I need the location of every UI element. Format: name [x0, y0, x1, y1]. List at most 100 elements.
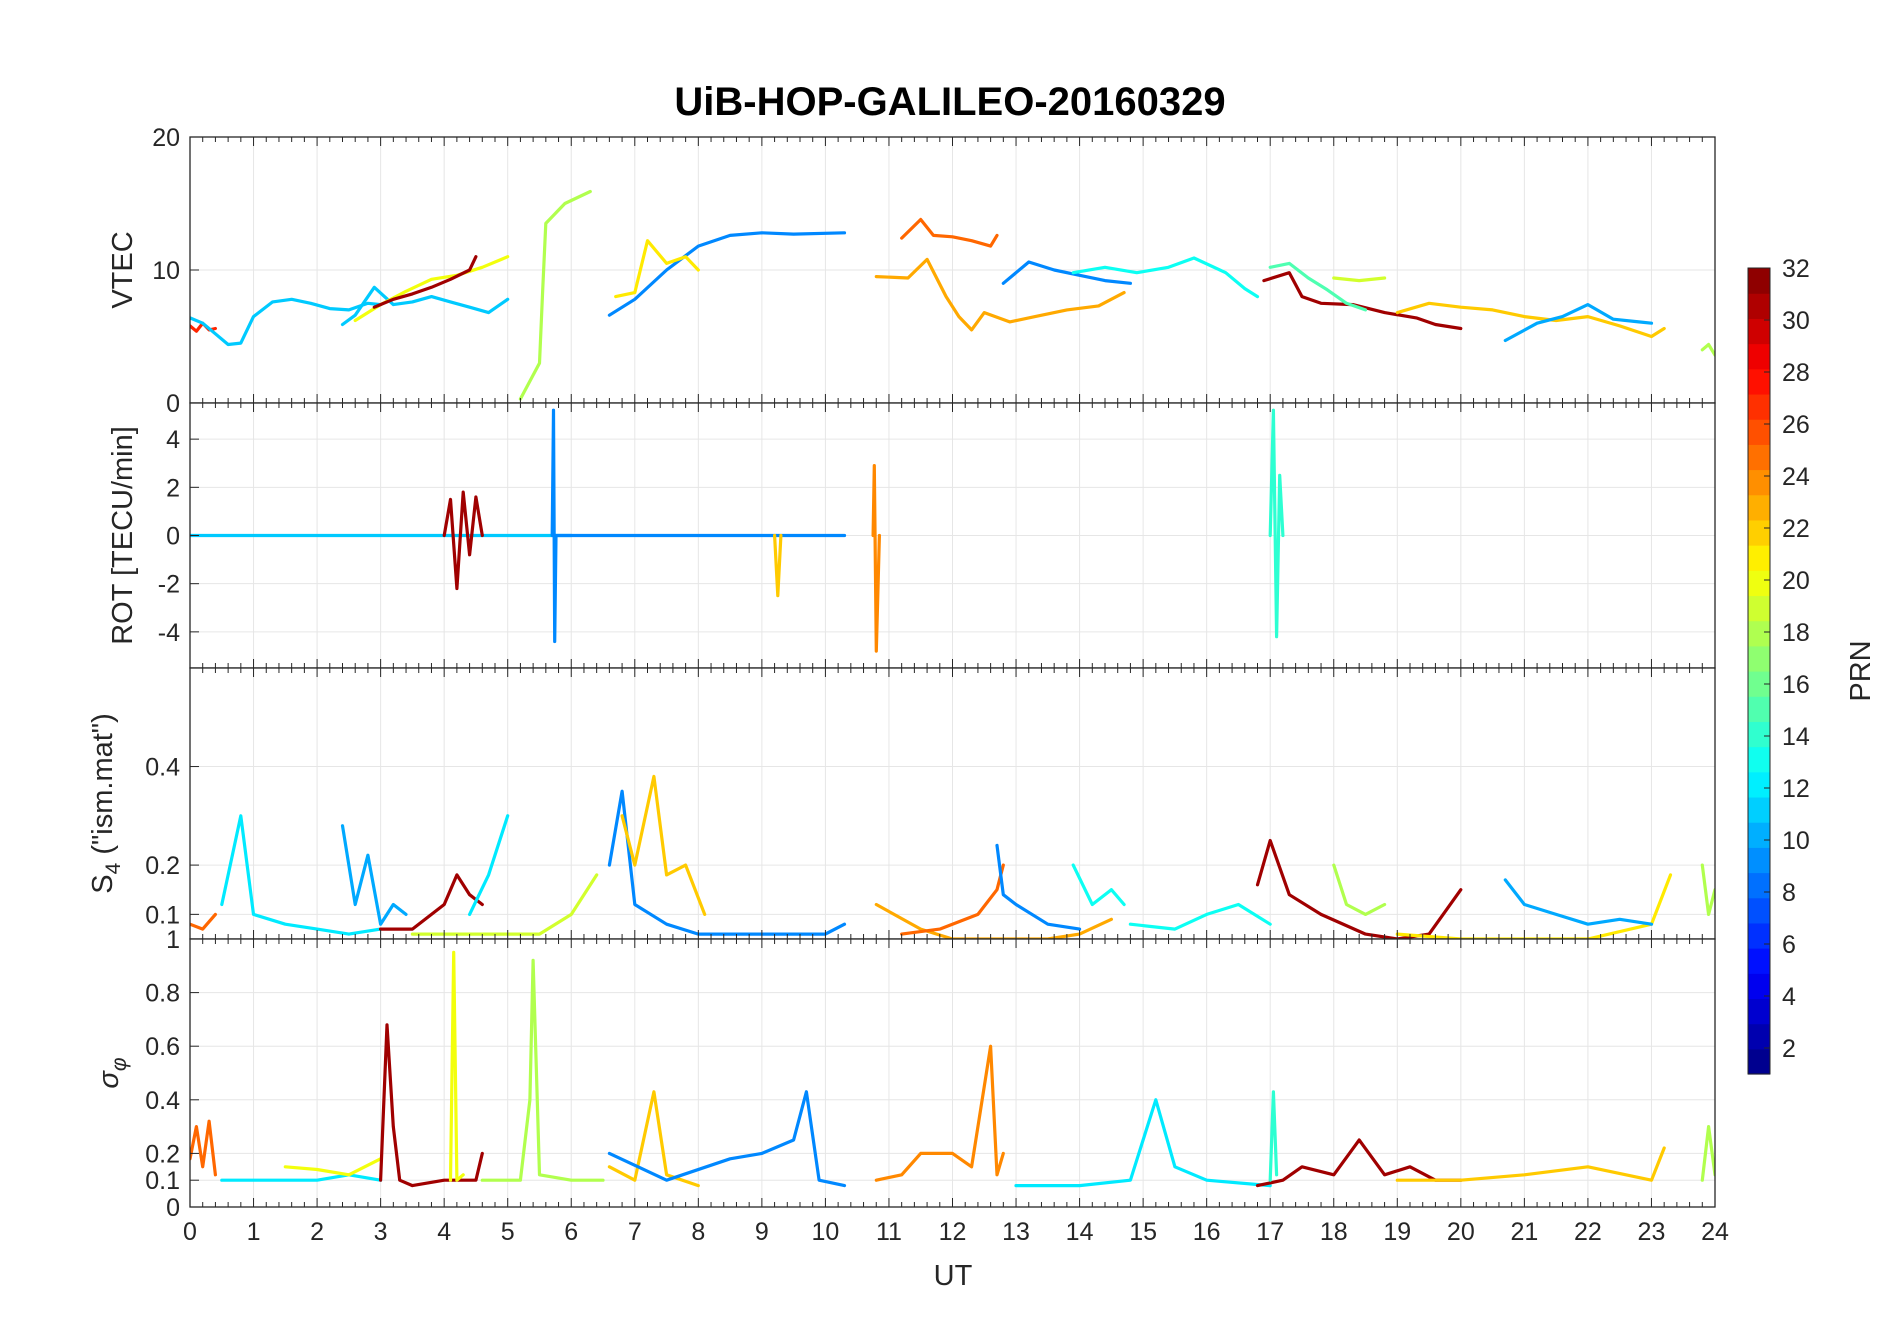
x-tick-label: 2: [310, 1218, 324, 1246]
colorbar-step: [1748, 1023, 1770, 1050]
series-line-prn-21: [1395, 873, 1673, 939]
colorbar-tick-label: 6: [1782, 931, 1796, 959]
colorbar-tick-label: 18: [1782, 619, 1810, 647]
y-tick-label: 4: [166, 426, 180, 454]
x-tick-label: 14: [1066, 1218, 1094, 1246]
series-line-prn-24: [871, 464, 882, 653]
x-tick-label: 0: [183, 1218, 197, 1246]
series-line-prn-20: [448, 950, 465, 1182]
series-group: [190, 189, 1715, 401]
colorbar-step: [1748, 897, 1770, 924]
series-line-prn-12: [468, 814, 510, 917]
x-tick-label: 16: [1193, 1218, 1221, 1246]
colorbar-step: [1748, 721, 1770, 748]
y-tick-label: -4: [158, 619, 180, 647]
colorbar-step: [1748, 620, 1770, 647]
colorbar-step: [1748, 519, 1770, 546]
colorbar-tick-label: 10: [1782, 827, 1810, 855]
y-axis-label: S4 ("ism.mat"): [87, 713, 125, 894]
colorbar-tick-label: 8: [1782, 879, 1796, 907]
x-tick-label: 24: [1701, 1218, 1729, 1246]
series-line-prn-11: [190, 297, 383, 347]
colorbar-frame: [1747, 267, 1771, 1075]
colorbar-label: PRN: [1845, 640, 1877, 701]
y-tick-label: 0.4: [145, 1087, 180, 1115]
x-tick-label: 3: [374, 1218, 388, 1246]
series-line-prn-21: [614, 239, 700, 299]
x-tick-label: 10: [812, 1218, 840, 1246]
series-line-prn-22: [1395, 1146, 1666, 1182]
colorbar-step: [1748, 1048, 1770, 1075]
y-tick-label: 0: [166, 390, 180, 418]
colorbar-step: [1748, 746, 1770, 773]
series-line-prn-9: [607, 789, 847, 936]
x-tick-label: 1: [247, 1218, 261, 1246]
colorbar-step: [1748, 318, 1770, 345]
y-tick-label: -2: [158, 571, 180, 599]
colorbar-step: [1748, 696, 1770, 722]
x-tick-label: 21: [1510, 1218, 1538, 1246]
colorbar-step: [1748, 368, 1770, 395]
series-line-prn-31: [372, 255, 478, 309]
colorbar-step: [1748, 570, 1770, 597]
colorbar-tick-label: 16: [1782, 671, 1810, 699]
chart-title: UiB-HOP-GALILEO-20160329: [674, 80, 1225, 124]
series-line-prn-18: [1332, 863, 1387, 917]
y-tick-label: 0: [166, 523, 180, 551]
x-tick-label: 23: [1638, 1218, 1666, 1246]
colorbar-step: [1748, 595, 1770, 622]
series-line-prn-18: [1700, 863, 1715, 917]
x-tick-label: 7: [628, 1218, 642, 1246]
colorbar-tick-label: 30: [1782, 307, 1810, 335]
x-tick-label: 12: [939, 1218, 967, 1246]
x-tick-label: 11: [876, 1218, 902, 1246]
y-tick-label: 0.1: [145, 1167, 180, 1195]
colorbar-step: [1748, 973, 1770, 1000]
series-line-prn-31: [442, 490, 484, 591]
colorbar-step: [1748, 948, 1770, 974]
x-tick-label: 22: [1574, 1218, 1602, 1246]
panel-vtec: 0 10 20 VTEC: [107, 124, 1716, 418]
series-line-prn-9: [550, 408, 847, 644]
y-axis-label: σφ: [93, 1057, 131, 1089]
series-line-prn-12: [1014, 1098, 1272, 1188]
y-axis-label: ROT [TECU/min]: [107, 426, 139, 645]
colorbar-step: [1748, 671, 1770, 697]
series-line-prn-18: [1700, 1124, 1715, 1182]
colorbar-step: [1748, 847, 1770, 874]
series-line-prn-25: [900, 217, 999, 248]
series-line-prn-13: [1128, 902, 1272, 931]
panel-s4: 0.1 0.2 0.4 S4 ("ism.mat"): [87, 667, 1716, 940]
colorbar-step: [1748, 771, 1770, 798]
colorbar-step: [1748, 872, 1770, 899]
series-line-prn-9: [1001, 260, 1133, 285]
y-tick-label: 0.4: [145, 754, 180, 782]
series-line-prn-11: [340, 285, 510, 327]
colorbar-step: [1748, 998, 1770, 1025]
x-tick-label: 8: [691, 1218, 705, 1246]
x-tick-label: 20: [1447, 1218, 1475, 1246]
series-line-prn-15: [1268, 261, 1368, 312]
colorbar-tick-label: 26: [1782, 411, 1810, 439]
series-line-prn-9: [607, 231, 847, 317]
series-line-prn-25: [900, 863, 1005, 936]
x-tick-label: 13: [1002, 1218, 1030, 1246]
colorbar-step: [1748, 444, 1770, 471]
x-tick-label: 9: [755, 1218, 769, 1246]
x-tick-label: 15: [1129, 1218, 1157, 1246]
series-line-prn-13: [1071, 863, 1126, 907]
colorbar-step: [1748, 545, 1770, 571]
colorbar-step: [1748, 822, 1770, 848]
colorbar-tick-label: 14: [1782, 723, 1810, 751]
x-tick-label: 5: [501, 1218, 515, 1246]
series-line-prn-20: [283, 1157, 383, 1177]
series-line-prn-22: [607, 1090, 700, 1188]
colorbar-step: [1748, 393, 1770, 420]
series-line-prn-13: [1071, 256, 1260, 299]
colorbar-tick-label: 22: [1782, 515, 1810, 543]
x-tick-label: 4: [437, 1218, 451, 1246]
x-axis-label: UT: [934, 1260, 973, 1292]
series-line-prn-9: [607, 1090, 847, 1188]
